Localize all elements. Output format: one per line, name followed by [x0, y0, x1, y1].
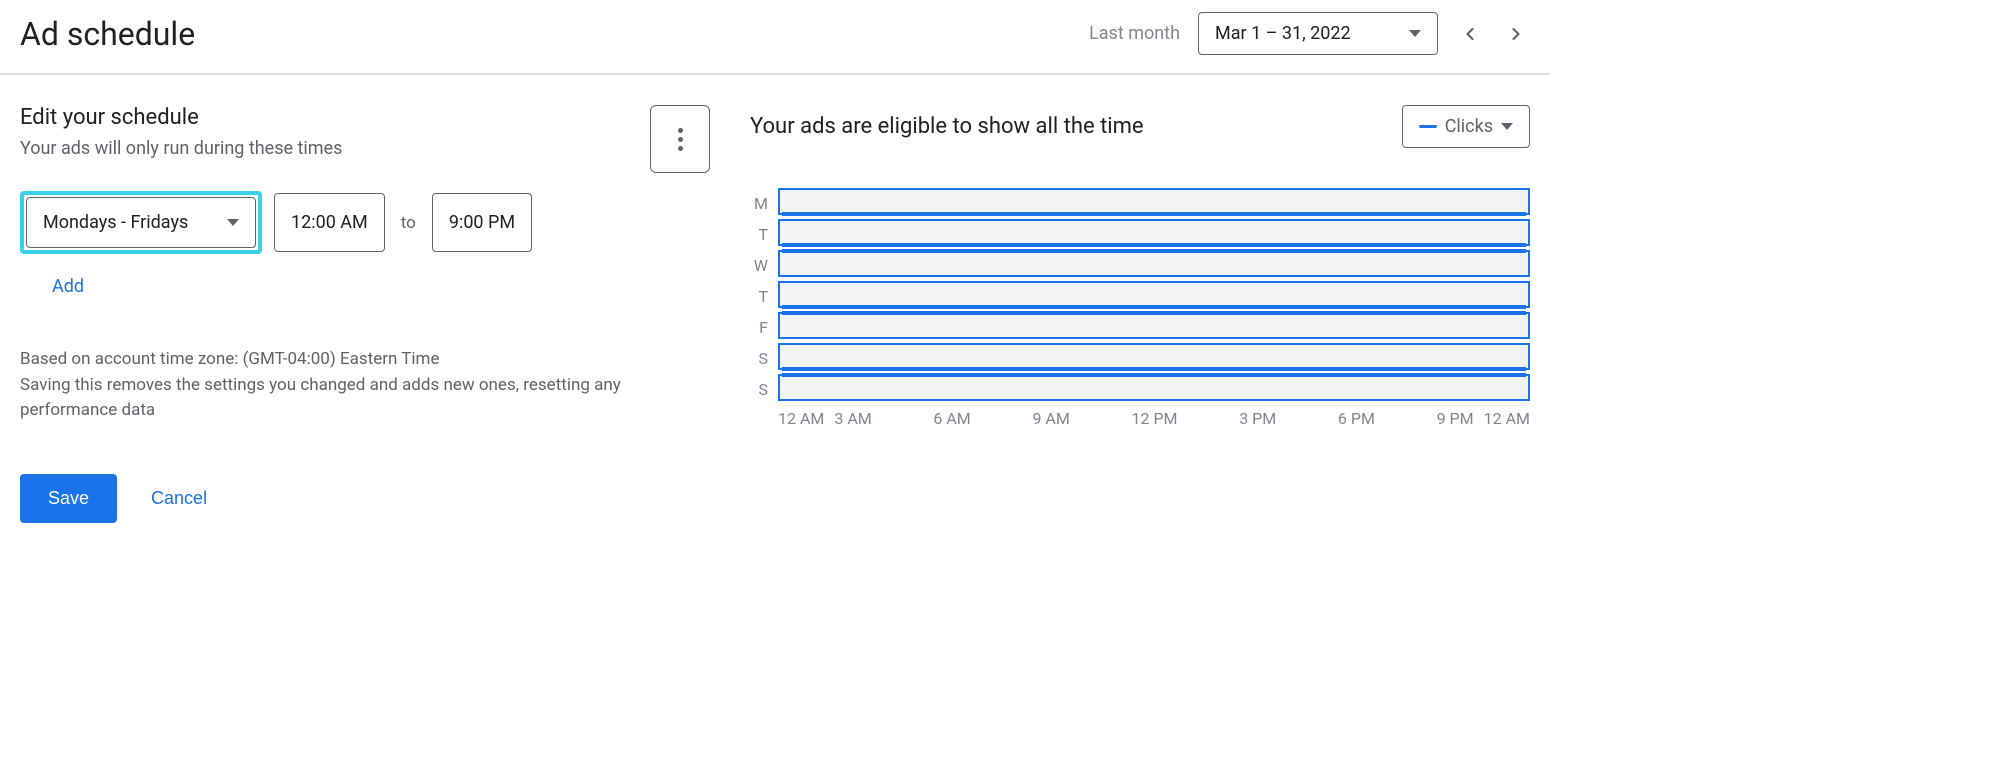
- day-bar: [778, 374, 1530, 401]
- caret-down-icon: [227, 219, 239, 226]
- schedule-editor: Edit your schedule Your ads will only ru…: [20, 105, 710, 523]
- grid-body: 12 AM 3 AM 6 AM 9 AM 12 PM 3 PM 6 PM 9 PM…: [778, 188, 1530, 428]
- day-bar: [778, 219, 1530, 246]
- footnote: Based on account time zone: (GMT-04:00) …: [20, 347, 640, 424]
- clicks-line: [782, 311, 1526, 315]
- save-button[interactable]: Save: [20, 474, 117, 523]
- day-axis-labels: MTWTFSS: [750, 188, 772, 405]
- header-bar: Ad schedule Last month Mar 1 – 31, 2022: [0, 0, 1550, 75]
- clicks-line: [782, 249, 1526, 253]
- time-tick: 3 AM: [834, 409, 871, 428]
- eligibility-text: Your ads are eligible to show all the ti…: [750, 114, 1144, 139]
- schedule-day-row: [778, 312, 1530, 339]
- prev-period-button[interactable]: [1456, 20, 1484, 48]
- date-range-selector[interactable]: Mar 1 – 31, 2022: [1198, 12, 1438, 55]
- clicks-line: [782, 305, 1526, 309]
- time-tick: 9 AM: [1032, 409, 1069, 428]
- footnote-line-2: Saving this removes the settings you cha…: [20, 373, 640, 424]
- chevron-right-icon: [1506, 24, 1526, 44]
- clicks-line: [782, 367, 1526, 371]
- header-controls: Last month Mar 1 – 31, 2022: [1089, 12, 1530, 55]
- more-menu-button[interactable]: [650, 105, 710, 173]
- editor-subheading: Your ads will only run during these time…: [20, 138, 710, 159]
- day-axis-label: W: [750, 250, 772, 281]
- schedule-day-row: [778, 343, 1530, 370]
- time-tick: 9 PM: [1437, 409, 1474, 428]
- time-tick: 6 PM: [1338, 409, 1375, 428]
- days-select[interactable]: Mondays - Fridays: [26, 197, 256, 248]
- action-row: Save Cancel: [20, 474, 710, 523]
- days-select-value: Mondays - Fridays: [43, 212, 188, 233]
- caret-down-icon: [1409, 30, 1421, 37]
- more-vert-icon: [678, 128, 683, 151]
- date-range-text: Mar 1 – 31, 2022: [1215, 23, 1351, 44]
- day-axis-label: M: [750, 188, 772, 219]
- day-bar: [778, 250, 1530, 277]
- time-tick: 12 AM: [778, 409, 824, 428]
- next-period-button[interactable]: [1502, 20, 1530, 48]
- day-bar: [778, 312, 1530, 339]
- schedule-day-row: [778, 219, 1530, 246]
- editor-heading: Edit your schedule: [20, 105, 710, 130]
- caret-down-icon: [1501, 123, 1513, 130]
- day-axis-label: T: [750, 219, 772, 250]
- clicks-line: [782, 373, 1526, 377]
- grid-bars: [778, 188, 1530, 401]
- time-tick: 3 PM: [1239, 409, 1276, 428]
- day-axis-label: S: [750, 374, 772, 405]
- day-bar: [778, 188, 1530, 215]
- schedule-grid: MTWTFSS 12 AM3 AM 6 AM 9 AM 12 PM 3 PM 6…: [750, 188, 1530, 428]
- time-tick: 6 AM: [933, 409, 970, 428]
- time-tick: 12 PM: [1132, 409, 1178, 428]
- day-bar: [778, 343, 1530, 370]
- chevron-left-icon: [1460, 24, 1480, 44]
- add-schedule-button[interactable]: Add: [52, 276, 84, 297]
- metric-line-icon: [1419, 125, 1437, 128]
- schedule-day-row: [778, 188, 1530, 215]
- schedule-day-row: [778, 374, 1530, 401]
- footnote-line-1: Based on account time zone: (GMT-04:00) …: [20, 347, 640, 373]
- day-axis-label: S: [750, 343, 772, 374]
- start-time-input[interactable]: 12:00 AM: [274, 193, 385, 252]
- time-axis: 12 AM 3 AM 6 AM 9 AM 12 PM 3 PM 6 PM 9 PM…: [778, 409, 1530, 428]
- days-highlight: Mondays - Fridays: [20, 191, 262, 254]
- time-tick: 12 AM: [1484, 409, 1530, 428]
- day-axis-label: T: [750, 281, 772, 312]
- day-bar: [778, 281, 1530, 308]
- end-time-input[interactable]: 9:00 PM: [432, 193, 532, 252]
- schedule-day-row: [778, 281, 1530, 308]
- to-label: to: [397, 213, 420, 233]
- schedule-row: Mondays - Fridays 12:00 AM to 9:00 PM: [20, 191, 710, 254]
- clicks-line: [782, 243, 1526, 247]
- schedule-day-row: [778, 250, 1530, 277]
- time-axis-left: 12 AM 3 AM: [778, 409, 872, 428]
- cancel-button[interactable]: Cancel: [151, 488, 207, 509]
- clicks-line: [782, 212, 1526, 216]
- schedule-preview: Your ads are eligible to show all the ti…: [750, 105, 1530, 523]
- metric-selector[interactable]: Clicks: [1402, 105, 1530, 148]
- content-area: Edit your schedule Your ads will only ru…: [0, 75, 1550, 543]
- metric-label: Clicks: [1445, 116, 1493, 137]
- period-label: Last month: [1089, 23, 1180, 44]
- preview-header: Your ads are eligible to show all the ti…: [750, 105, 1530, 148]
- time-axis-right: 9 PM 12 AM: [1437, 409, 1530, 428]
- page-title: Ad schedule: [20, 15, 195, 53]
- day-axis-label: F: [750, 312, 772, 343]
